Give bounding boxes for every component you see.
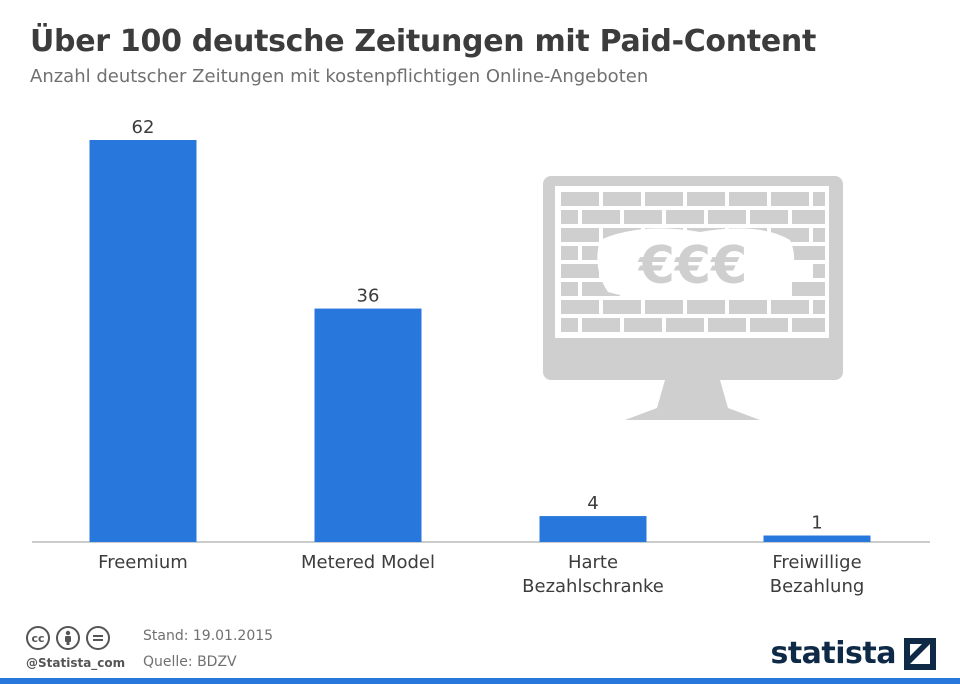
bottom-accent-line [0,678,960,684]
bar-1 [89,140,197,542]
chart-subtitle: Anzahl deutscher Zeitungen mit kostenpfl… [30,66,649,87]
data-label-3: 4 [587,493,598,514]
data-label-2: 36 [357,286,380,307]
bar-2 [314,308,422,542]
bar-3 [539,516,647,542]
cc-icon: cc [26,626,50,650]
license-icons: cc [26,626,110,650]
bar-4 [763,535,871,542]
category-label-2: Metered Model [301,552,435,573]
nd-icon [86,626,110,650]
currency-text: €€€ [638,236,748,296]
chart-title: Über 100 deutsche Zeitungen mit Paid-Con… [30,24,816,59]
statista-handle: @Statista_com [26,656,126,670]
data-label-4: 1 [811,513,822,534]
footer: cc @Statista_com Stand: 19.01.2015 Quell… [0,612,960,684]
by-icon [56,626,80,650]
bar-chart: €€€ 62 Freemium 36 Metered Model 4 Harte Bezah… [32,117,930,597]
category-label-4-line-1: Freiwillige [772,552,861,573]
data-label-1: 62 [132,117,155,138]
source: Quelle: BDZV [143,654,237,670]
statista-logo: statista [770,636,936,671]
brand-name: statista [770,636,896,671]
release-date: Stand: 19.01.2015 [143,628,274,644]
category-label-3-line-1: Harte [568,552,618,573]
monitor-paywall-icon: €€€ [543,176,843,420]
category-label-4-line-2: Bezahlung [770,576,865,597]
category-label-3-line-2: Bezahlschranke [522,576,664,597]
category-label-1: Freemium [98,552,188,573]
statista-mark-icon [904,637,936,670]
bars-group: 62 Freemium 36 Metered Model 4 Harte Bezahlsch… [89,117,871,597]
